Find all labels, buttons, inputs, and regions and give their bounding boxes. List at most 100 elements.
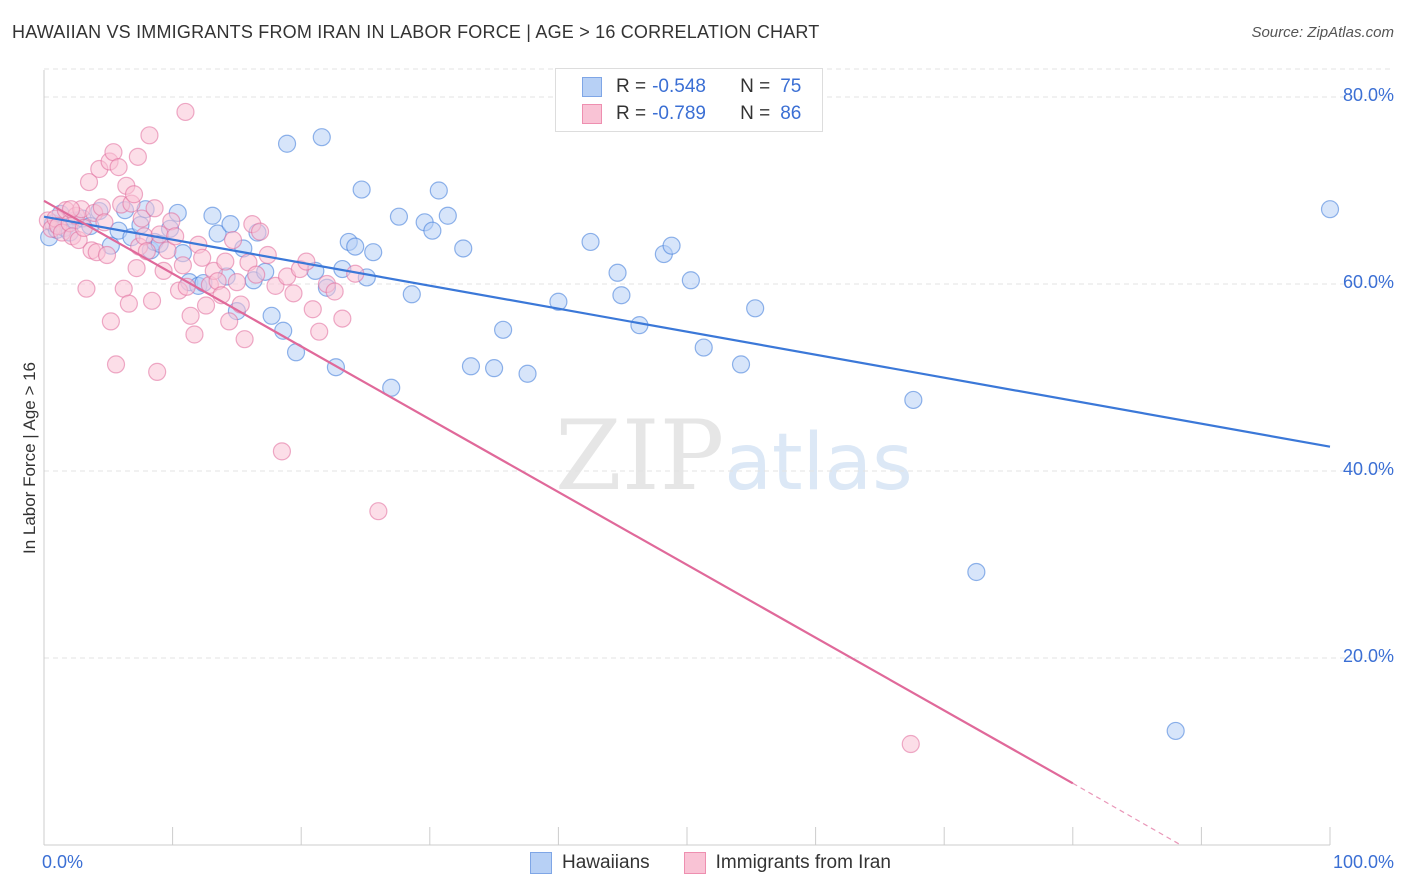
data-point [79, 172, 99, 192]
data-point [402, 285, 421, 304]
data-point [137, 242, 156, 261]
data-point [262, 306, 281, 325]
legend-item-hawaiians[interactable]: Hawaiians [530, 852, 650, 874]
data-point [158, 241, 177, 260]
legend-item-iran[interactable]: Immigrants from Iran [683, 852, 891, 874]
data-point [119, 294, 138, 313]
data-point [173, 256, 192, 275]
data-point [128, 147, 147, 166]
data-point [97, 245, 117, 265]
data-point [145, 199, 164, 218]
data-point [77, 279, 96, 298]
data-point [106, 355, 126, 374]
data-point [333, 309, 352, 328]
data-point [312, 128, 331, 147]
watermark: ZIPatlas [555, 400, 913, 512]
stats-row-hawaiians: R = -0.548 N = 75 [582, 75, 801, 99]
data-point [681, 271, 700, 290]
data-point [325, 282, 344, 301]
data-point [132, 209, 151, 228]
r-label: R = [616, 103, 647, 124]
data-point [162, 212, 181, 231]
data-point [223, 230, 243, 250]
data-point [193, 248, 212, 267]
data-point [369, 502, 388, 521]
n-label: N = [740, 103, 771, 124]
data-point [148, 362, 167, 381]
trend-line-iran-extension [1072, 782, 1182, 846]
n-value: 86 [780, 103, 802, 124]
data-point [746, 299, 765, 318]
trend-lines [43, 199, 1331, 846]
data-point [901, 734, 920, 754]
legend-label-hawaiians: Hawaiians [562, 852, 650, 873]
data-point [124, 185, 144, 204]
data-point [612, 286, 631, 305]
legend-swatch-iran [683, 852, 706, 874]
data-point [277, 134, 297, 153]
data-point [109, 158, 128, 177]
data-point [1320, 200, 1340, 219]
n-label: N = [740, 76, 771, 97]
y-tick-label: 80.0% [1342, 85, 1394, 105]
data-point [608, 263, 627, 282]
data-point [181, 306, 200, 325]
data-point [101, 312, 120, 331]
data-point [220, 312, 239, 331]
data-point [731, 355, 751, 374]
trend-line-hawaiians [43, 215, 1331, 448]
stats-legend: R = -0.548 N = 75 R = -0.789 N = 86 [555, 68, 823, 132]
data-point [140, 126, 159, 145]
data-point [494, 320, 513, 339]
data-point [185, 325, 204, 344]
data-point [438, 206, 457, 225]
data-point [346, 237, 365, 256]
chart-title: HAWAIIAN VS IMMIGRANTS FROM IRAN IN LABO… [12, 22, 820, 42]
data-point [429, 181, 448, 200]
data-point [247, 265, 266, 284]
data-point [284, 284, 303, 303]
data-point [581, 232, 600, 252]
data-point [196, 296, 216, 315]
data-point [694, 338, 713, 357]
data-point [549, 292, 568, 311]
n-value: 75 [780, 76, 802, 97]
data-point [142, 291, 162, 310]
data-point [303, 300, 322, 319]
r-label: R = [616, 76, 647, 97]
data-point [454, 239, 473, 258]
data-point [235, 330, 254, 349]
grid-lines [44, 68, 1392, 659]
data-point [127, 259, 146, 278]
data-point [221, 215, 240, 234]
data-point [272, 442, 292, 461]
axes [43, 70, 1331, 846]
series-legend: Hawaiians Immigrants from Iran [530, 852, 925, 874]
data-point [231, 295, 250, 314]
data-point [208, 224, 227, 243]
watermark-zip: ZIP [555, 400, 725, 512]
data-point [364, 243, 383, 262]
stats-row-iran: R = -0.789 N = 86 [582, 102, 801, 126]
data-point [423, 221, 442, 240]
data-point [352, 180, 371, 199]
r-value: -0.548 [652, 76, 706, 97]
data-point [967, 562, 986, 582]
y-tick-label: 60.0% [1342, 272, 1394, 292]
legend-swatch-iran [582, 104, 602, 124]
watermark-atlas: atlas [724, 418, 913, 508]
y-tick-label: 40.0% [1342, 459, 1394, 479]
y-axis-label: In Labor Force | Age > 16 [20, 361, 39, 555]
data-point [485, 359, 504, 378]
data-point [662, 236, 681, 255]
data-point [227, 273, 246, 292]
data-point [92, 198, 111, 217]
trend-line-iran [43, 199, 1074, 785]
x-tick-label: 100.0% [1332, 852, 1394, 872]
data-point [216, 252, 235, 271]
data-point [203, 206, 222, 225]
data-point [904, 390, 923, 410]
hawaiians-points [40, 128, 1340, 741]
r-value: -0.789 [652, 103, 706, 124]
